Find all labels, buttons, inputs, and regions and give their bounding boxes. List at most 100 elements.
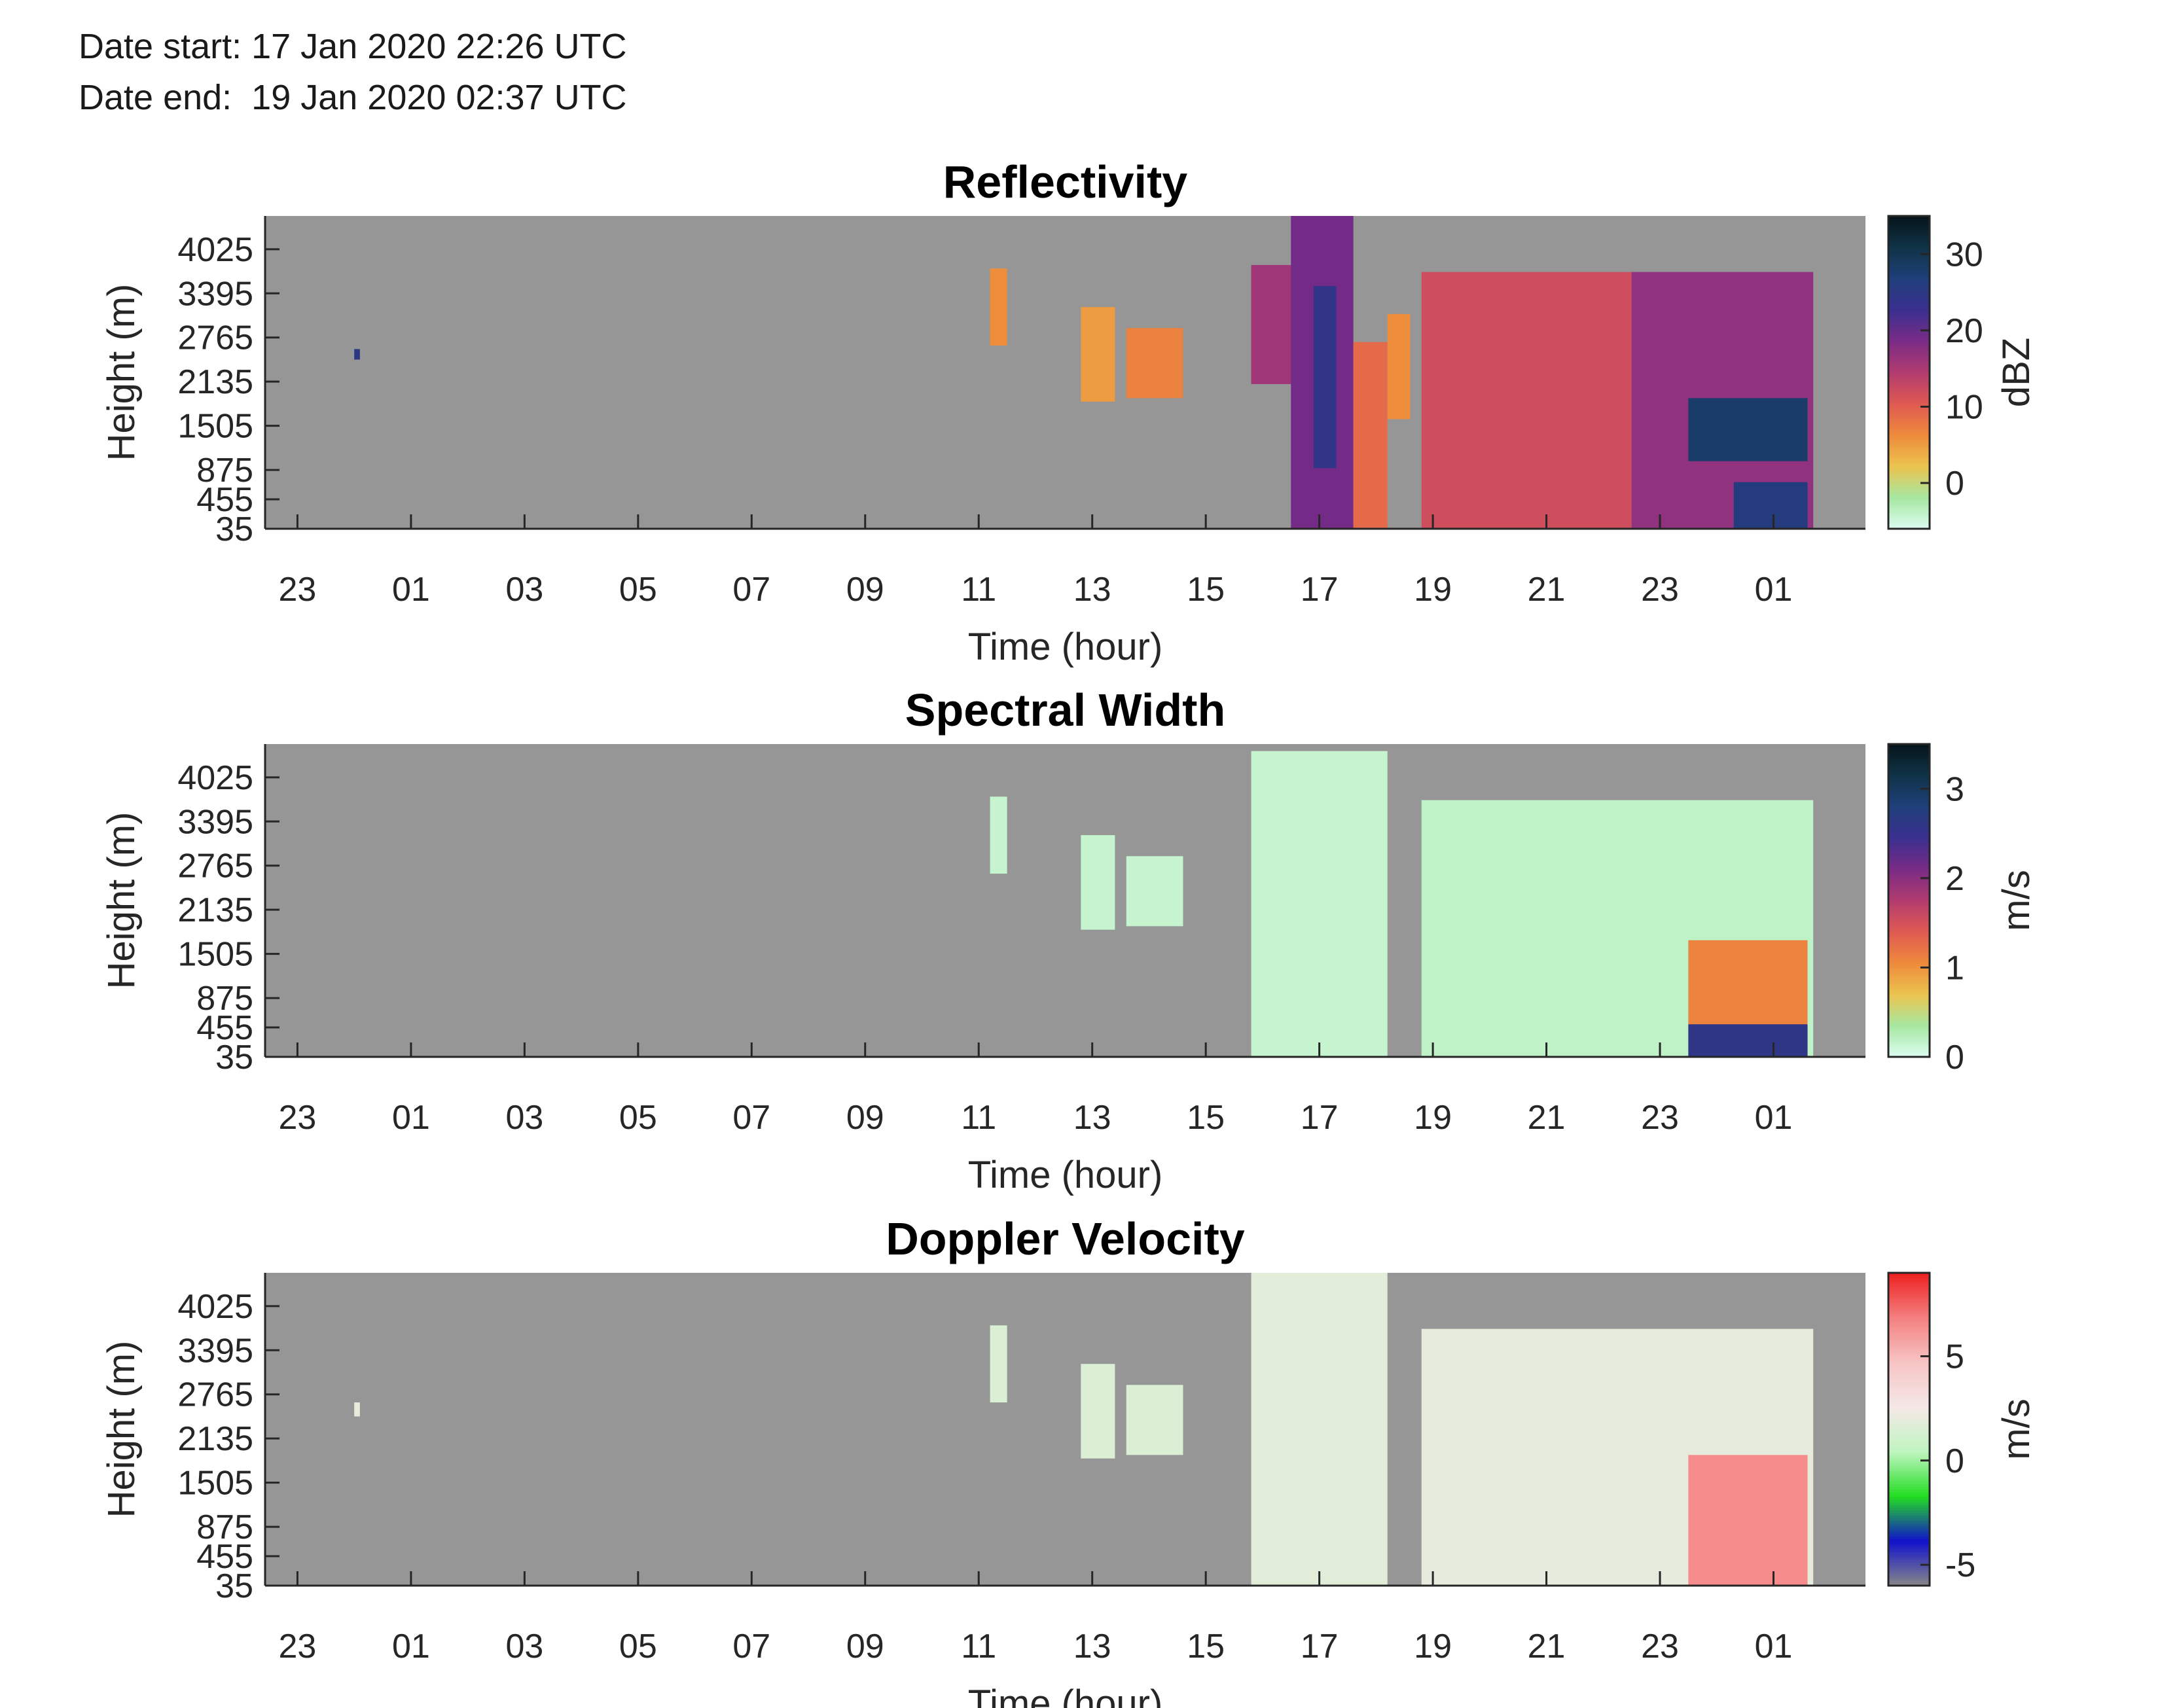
colorbar-segment	[1888, 934, 1930, 938]
colorbar-segment	[1888, 931, 1930, 935]
colorbar-segment	[1888, 1507, 1930, 1510]
colorbar-segment	[1888, 468, 1930, 472]
colorbar-segment	[1888, 1298, 1930, 1302]
colorbar-segment	[1888, 520, 1930, 524]
colorbar-segment	[1888, 834, 1930, 838]
x-tick-label: 17	[1301, 1099, 1339, 1137]
x-tick-label: 03	[505, 571, 543, 609]
colorbar-segment	[1888, 1283, 1930, 1287]
colorbar-segment	[1888, 970, 1930, 974]
colorbar-segment	[1888, 1582, 1930, 1586]
y-tick-label: 875	[196, 980, 253, 1018]
colorbar-segment	[1888, 756, 1930, 760]
colorbar-segment	[1888, 1368, 1930, 1372]
colorbar-segment	[1888, 325, 1930, 329]
echo-region	[1251, 264, 1297, 384]
x-tick-label: 13	[1073, 1628, 1111, 1665]
colorbar-segment	[1888, 390, 1930, 394]
colorbar-frame	[1887, 1272, 1931, 1587]
colorbar-segment	[1888, 499, 1930, 503]
colorbar-segment	[1888, 785, 1930, 789]
colorbar-segment	[1888, 1290, 1930, 1294]
colorbar-segment	[1888, 244, 1930, 248]
colorbar-segment	[1888, 1046, 1930, 1050]
y-tick-label: 1505	[177, 1465, 253, 1503]
colorbar-segment	[1888, 241, 1930, 245]
colorbar-segment	[1888, 1043, 1930, 1047]
colorbar-segment	[1888, 942, 1930, 946]
colorbar-tick-label: 30	[1945, 236, 1983, 274]
colorbar-segment	[1888, 764, 1930, 768]
colorbar-segment	[1888, 900, 1930, 904]
colorbar-segment	[1888, 311, 1930, 315]
echo-region	[1081, 835, 1115, 930]
colorbar-segment	[1888, 1556, 1930, 1560]
colorbar-segment	[1888, 387, 1930, 391]
colorbar-segment	[1888, 1319, 1930, 1323]
colorbar-segment	[1888, 963, 1930, 967]
colorbar-segment	[1888, 1429, 1930, 1432]
echo-region	[1251, 1273, 1388, 1586]
colorbar-segment	[1888, 1572, 1930, 1576]
colorbar-segment	[1888, 923, 1930, 927]
y-tick-label: 2135	[177, 363, 253, 401]
colorbar-segment	[1888, 460, 1930, 464]
colorbar-segment	[1888, 473, 1930, 477]
colorbar-segment	[1888, 327, 1930, 331]
colorbar-segment	[1888, 291, 1930, 294]
colorbar-segment	[1888, 829, 1930, 833]
colorbar-segment	[1888, 855, 1930, 859]
colorbar-segment	[1888, 1272, 1930, 1276]
colorbar-segment	[1888, 916, 1930, 919]
colorbar-segment	[1888, 276, 1930, 279]
y-tick-label: 455	[196, 1538, 253, 1576]
colorbar-segment	[1888, 294, 1930, 297]
colorbar-tick-label: 0	[1945, 1442, 1964, 1480]
colorbar-segment	[1888, 986, 1930, 989]
colorbar-segment	[1888, 1457, 1930, 1461]
colorbar-segment	[1888, 1530, 1930, 1534]
colorbar-segment	[1888, 991, 1930, 995]
colorbar-segment	[1888, 827, 1930, 830]
colorbar-segment	[1888, 382, 1930, 386]
colorbar-segment	[1888, 247, 1930, 251]
colorbar-segment	[1888, 400, 1930, 404]
echo-region	[1313, 286, 1337, 469]
x-tick-label: 19	[1414, 1099, 1452, 1137]
colorbar-segment	[1888, 772, 1930, 776]
colorbar-segment	[1888, 1001, 1930, 1005]
colorbar-segment	[1888, 1340, 1930, 1344]
colorbar-segment	[1888, 929, 1930, 933]
colorbar-tick-label: 1	[1945, 949, 1964, 987]
colorbar-segment	[1888, 252, 1930, 256]
colorbar-segment	[1888, 908, 1930, 912]
colorbar-segment	[1888, 1009, 1930, 1013]
colorbar-segment	[1888, 440, 1930, 444]
echo-region	[1251, 751, 1388, 1057]
colorbar-segment	[1888, 515, 1930, 519]
colorbar-segment	[1888, 944, 1930, 948]
echo-region	[990, 1325, 1007, 1403]
colorbar-segment	[1888, 1293, 1930, 1297]
colorbar-segment	[1888, 1327, 1930, 1331]
y-tick-label: 4025	[177, 231, 253, 269]
colorbar-segment	[1888, 359, 1930, 363]
colorbar-segment	[1888, 871, 1930, 875]
colorbar-segment	[1888, 762, 1930, 766]
echo-region	[1081, 1364, 1115, 1459]
colorbar-segment	[1888, 330, 1930, 334]
colorbar-segment	[1888, 393, 1930, 397]
colorbar-segment	[1888, 1381, 1930, 1385]
colorbar-segment	[1888, 1035, 1930, 1039]
colorbar-segment	[1888, 1400, 1930, 1404]
colorbar-segment	[1888, 353, 1930, 357]
colorbar-segment	[1888, 858, 1930, 862]
colorbar-segment	[1888, 817, 1930, 821]
colorbar-segment	[1888, 1452, 1930, 1456]
colorbar-segment	[1888, 476, 1930, 480]
colorbar-segment	[1888, 424, 1930, 428]
colorbar-segment	[1888, 960, 1930, 964]
colorbar-segment	[1888, 767, 1930, 771]
colorbar-segment	[1888, 876, 1930, 880]
colorbar-segment	[1888, 1285, 1930, 1289]
